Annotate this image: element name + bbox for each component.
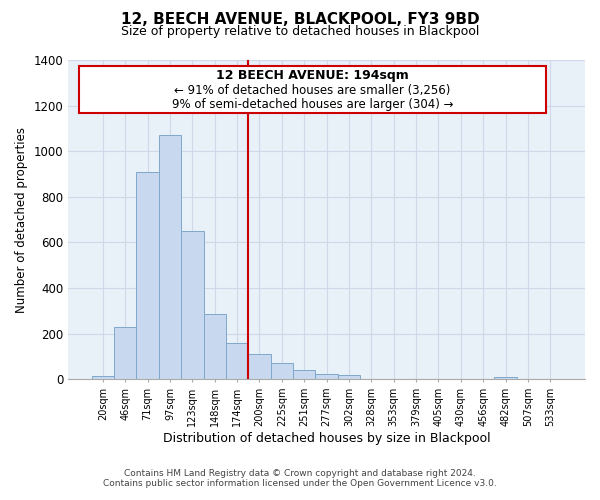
Bar [114, 328, 136, 380]
Bar [293, 370, 316, 380]
Bar [136, 172, 159, 380]
Bar [181, 231, 203, 380]
Text: Contains public sector information licensed under the Open Government Licence v3: Contains public sector information licen… [103, 479, 497, 488]
Bar [316, 374, 338, 380]
Text: 12 BEECH AVENUE: 194sqm: 12 BEECH AVENUE: 194sqm [216, 69, 409, 82]
Text: Contains HM Land Registry data © Crown copyright and database right 2024.: Contains HM Land Registry data © Crown c… [124, 469, 476, 478]
Text: Size of property relative to detached houses in Blackpool: Size of property relative to detached ho… [121, 25, 479, 38]
Bar [494, 376, 517, 380]
FancyBboxPatch shape [79, 66, 546, 112]
Y-axis label: Number of detached properties: Number of detached properties [15, 126, 28, 312]
Bar [159, 136, 181, 380]
Bar [226, 343, 248, 380]
Bar [248, 354, 271, 380]
Bar [203, 314, 226, 380]
Bar [92, 376, 114, 380]
Text: 9% of semi-detached houses are larger (304) →: 9% of semi-detached houses are larger (3… [172, 98, 453, 111]
Text: ← 91% of detached houses are smaller (3,256): ← 91% of detached houses are smaller (3,… [174, 84, 451, 97]
Bar [338, 375, 360, 380]
X-axis label: Distribution of detached houses by size in Blackpool: Distribution of detached houses by size … [163, 432, 490, 445]
Bar [271, 363, 293, 380]
Text: 12, BEECH AVENUE, BLACKPOOL, FY3 9BD: 12, BEECH AVENUE, BLACKPOOL, FY3 9BD [121, 12, 479, 28]
